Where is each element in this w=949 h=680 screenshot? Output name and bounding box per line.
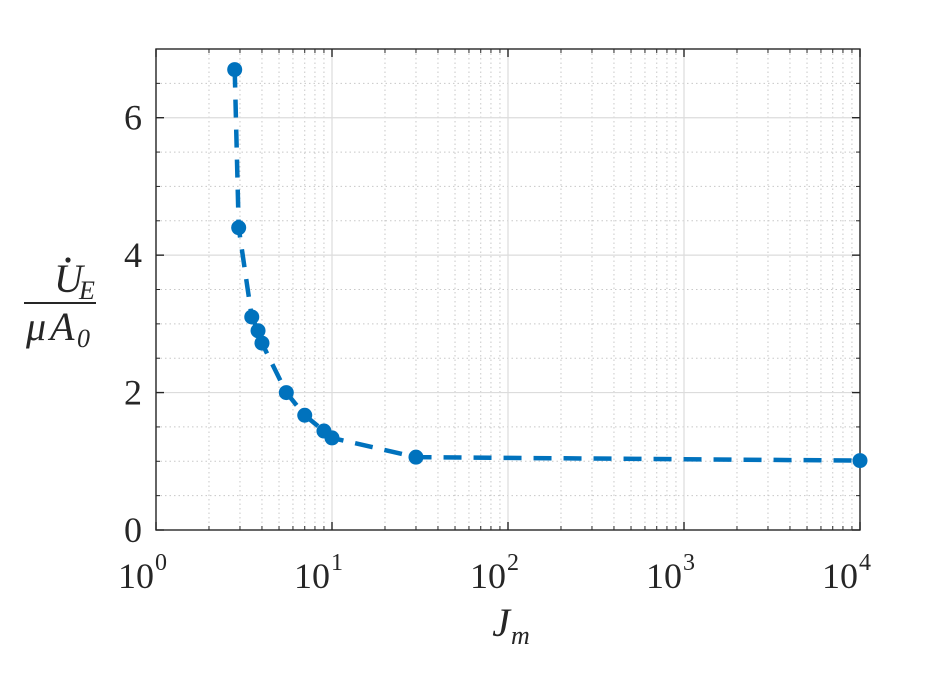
data-point [297, 407, 313, 423]
x-tick-label: 10 1 [294, 550, 343, 596]
x-axis-label-base: J [492, 600, 512, 645]
y-axis-label-denominator-base: A [47, 304, 75, 349]
data-point [324, 430, 340, 446]
x-tick-label-exponent: 0 [155, 550, 167, 576]
x-tick-label-base: 10 [294, 556, 330, 596]
y-tick-labels: 0 2 4 6 [124, 98, 142, 550]
data-point [408, 449, 424, 465]
x-tick-label-base: 10 [470, 556, 506, 596]
series-line [232, 69, 861, 463]
x-tick-label-base: 10 [822, 556, 858, 596]
x-tick-label-base: 10 [646, 556, 682, 596]
x-axis-label: J m [492, 600, 530, 650]
x-tick-label: 10 3 [646, 550, 695, 596]
x-tick-label-exponent: 1 [331, 550, 343, 576]
data-point [231, 220, 247, 236]
x-tick-label: 10 0 [118, 550, 167, 596]
y-axis-label-numerator-base: U [54, 256, 86, 301]
series-layer [227, 62, 868, 469]
data-point [852, 453, 868, 469]
y-axis-label-denominator-prefix: μ [25, 304, 46, 349]
x-tick-label-base: 10 [118, 556, 154, 596]
y-axis-label-dot-accent [65, 257, 71, 263]
y-tick-label: 0 [124, 510, 142, 550]
y-tick-label: 6 [124, 98, 142, 138]
tick-marks [155, 49, 861, 531]
x-tick-label: 10 2 [470, 550, 519, 596]
y-tick-label: 2 [124, 373, 142, 413]
x-tick-label: 10 4 [822, 550, 871, 596]
y-axis-label-denominator-subscript: 0 [77, 324, 90, 353]
y-axis-label-numerator-subscript: E [78, 276, 95, 305]
x-axis-label-subscript: m [511, 621, 530, 650]
x-tick-labels: 10 0 10 1 10 2 10 3 10 4 [118, 550, 871, 596]
x-tick-label-exponent: 4 [859, 550, 871, 576]
data-point [254, 335, 270, 351]
y-tick-label: 4 [124, 235, 142, 275]
data-point [244, 309, 260, 325]
y-axis-label: U E μ A 0 [24, 256, 96, 353]
x-tick-label-exponent: 2 [507, 550, 519, 576]
data-point [250, 323, 266, 339]
data-point [278, 385, 294, 401]
data-point [227, 62, 243, 78]
x-tick-label-exponent: 3 [683, 550, 695, 576]
